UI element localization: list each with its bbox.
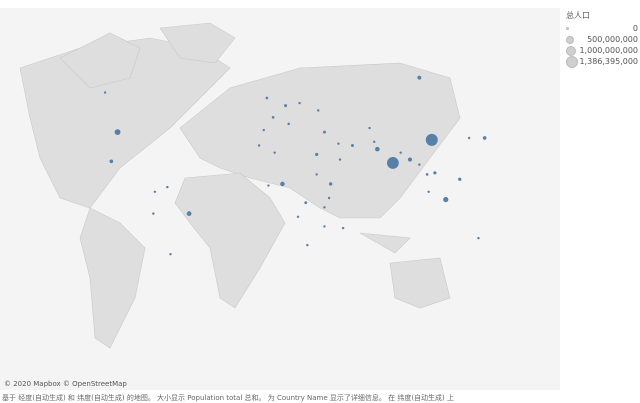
marker-ghana[interactable] [267, 184, 270, 187]
marker-indonesia[interactable] [443, 196, 449, 203]
marker-angola[interactable] [296, 215, 300, 218]
marker-nigeria[interactable] [280, 181, 285, 187]
marker-egypt[interactable] [315, 152, 319, 157]
marker-united-kingdom[interactable] [265, 96, 269, 100]
legend-circle [566, 35, 574, 44]
marker-france[interactable] [271, 116, 275, 119]
marker-kenya[interactable] [327, 196, 331, 200]
marker-algeria[interactable] [273, 151, 276, 154]
legend-item: 0 [566, 23, 638, 34]
marker-madagascar[interactable] [341, 226, 345, 230]
legend-circle [566, 27, 569, 30]
marker-venezuela[interactable] [166, 185, 169, 189]
marker-philippines[interactable] [458, 177, 462, 181]
population-markers [103, 75, 487, 256]
marker-bangladesh[interactable] [407, 157, 413, 162]
marker-colombia[interactable] [153, 190, 157, 193]
marker-mozambique[interactable] [323, 225, 326, 228]
legend-circle [566, 45, 576, 56]
marker-nepal[interactable] [399, 151, 402, 154]
map-canvas [19, 22, 487, 349]
legend-item: 1,000,000,000 [566, 45, 638, 56]
legend-title: 总人口 [566, 11, 590, 20]
marker-afghanistan[interactable] [373, 140, 376, 143]
map-attribution[interactable]: © 2020 Mapbox © OpenStreetMap [4, 380, 127, 388]
marker-pakistan[interactable] [375, 146, 380, 152]
marker-dr-congo[interactable] [304, 201, 308, 205]
world-map[interactable] [0, 8, 560, 390]
map-caption: 基于 经度(自动生成) 和 纬度(自动生成) 的地图。 大小显示 Populat… [2, 394, 455, 402]
marker-south-africa[interactable] [306, 243, 309, 247]
marker-argentina[interactable] [169, 253, 172, 256]
marker-germany[interactable] [284, 104, 288, 108]
marker-peru[interactable] [152, 212, 155, 215]
marker-poland[interactable] [298, 101, 301, 105]
marker-brazil[interactable] [186, 211, 192, 216]
marker-turkey[interactable] [322, 130, 326, 134]
marker-italy[interactable] [287, 122, 290, 126]
marker-sudan[interactable] [315, 173, 318, 176]
landmasses [19, 22, 461, 349]
marker-malaysia[interactable] [427, 190, 430, 193]
legend-item: 1,386,395,000 [566, 55, 638, 68]
marker-iraq[interactable] [337, 142, 340, 145]
marker-myanmar[interactable] [418, 163, 421, 166]
marker-morocco[interactable] [257, 144, 261, 147]
legend-item: 500,000,000 [566, 34, 638, 45]
marker-india[interactable] [386, 157, 399, 169]
marker-tanzania[interactable] [323, 206, 326, 209]
marker-saudi-arabia[interactable] [338, 158, 342, 161]
marker-thailand[interactable] [425, 173, 429, 176]
marker-ukraine[interactable] [317, 109, 320, 112]
marker-mexico[interactable] [109, 159, 114, 164]
legend-circle [566, 55, 578, 68]
size-legend: 总人口 0 500,000,000 1,000,000,000 1,386,39… [566, 10, 638, 68]
marker-australia[interactable] [477, 236, 480, 240]
marker-spain[interactable] [262, 128, 265, 132]
marker-china[interactable] [425, 133, 438, 146]
marker-japan[interactable] [482, 136, 487, 140]
marker-united-states[interactable] [114, 129, 121, 136]
marker-russia[interactable] [417, 75, 422, 80]
marker-ethiopia[interactable] [329, 182, 333, 186]
marker-iran[interactable] [350, 144, 354, 147]
marker-vietnam[interactable] [433, 171, 437, 175]
marker-uzbekistan[interactable] [368, 126, 371, 130]
marker-canada[interactable] [103, 91, 107, 94]
marker-korea[interactable] [467, 136, 471, 140]
